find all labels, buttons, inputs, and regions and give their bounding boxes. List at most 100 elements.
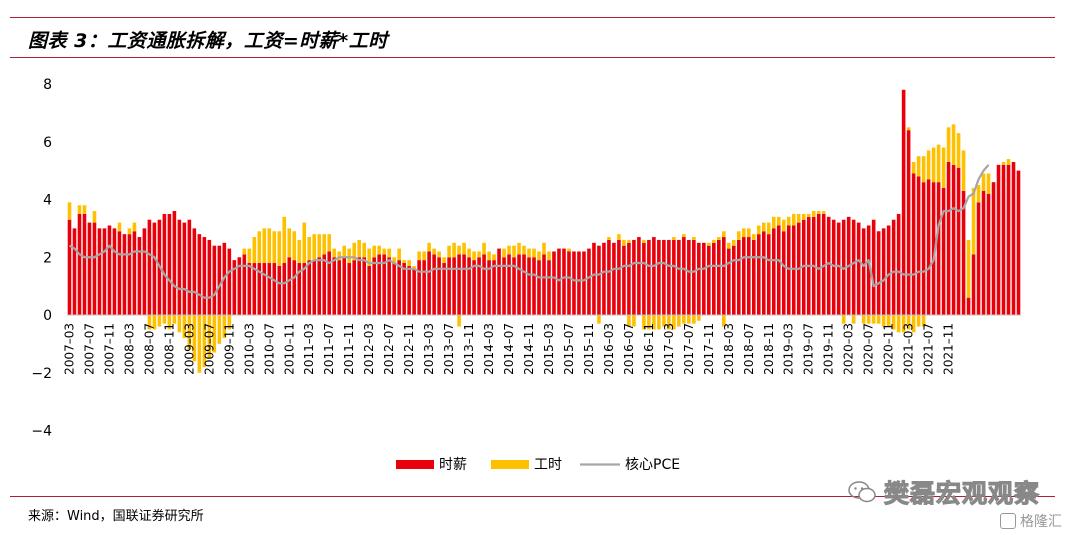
- x-axis: 2007–03 2007–07 2007–11 2008–03 2008–07 2008–…: [63, 323, 956, 375]
- bar-hours-worked: [67, 202, 72, 220]
- bar-hourly-wage: [492, 260, 496, 315]
- bar-hours-worked: [771, 216, 776, 229]
- x-tick-label: 2016–03: [602, 323, 616, 375]
- bar-hours-worked-negative: [886, 315, 891, 327]
- watermark-secondary-text: 格隆汇: [1020, 514, 1062, 530]
- bar-hourly-wage: [487, 260, 491, 315]
- bar-hours-worked: [442, 257, 446, 264]
- bar-hours-worked: [961, 150, 966, 191]
- legend: 时薪 工时 核心PCE: [396, 457, 680, 473]
- bar-hours-worked: [342, 245, 347, 258]
- bar-hours-worked-negative: [222, 315, 227, 339]
- bar-hours-worked: [627, 239, 631, 243]
- bar-hourly-wage: [82, 213, 87, 315]
- bar-hourly-wage: [946, 161, 951, 315]
- bar-hourly-wage: [372, 257, 376, 315]
- x-tick-label: 2014–07: [502, 323, 516, 375]
- bar-hourly-wage: [736, 239, 741, 315]
- bar-hourly-wage: [557, 248, 561, 315]
- bar-hours-worked: [951, 124, 956, 165]
- bar-hourly-wage: [197, 234, 202, 315]
- bar-hourly-wage: [976, 202, 981, 315]
- bar-hourly-wage: [856, 222, 861, 315]
- core-pce-polyline: [68, 164, 990, 299]
- bar-hourly-wage: [427, 251, 431, 315]
- bar-hourly-wage: [412, 268, 416, 315]
- bar-hours-worked-negative: [672, 315, 676, 330]
- x-tick-label: 2007–07: [83, 323, 97, 375]
- bar-hours-worked-negative: [722, 315, 726, 327]
- bar-hourly-wage: [322, 254, 327, 315]
- bar-hours-worked: [926, 150, 931, 180]
- bar-hours-worked-negative: [916, 315, 921, 327]
- bar-hours-worked-negative: [667, 315, 671, 330]
- bar-hours-worked-negative: [697, 315, 701, 321]
- bar-hours-worked: [756, 225, 761, 235]
- y-tick-label: −2: [31, 366, 52, 382]
- x-tick-label: 2019–03: [782, 323, 796, 375]
- x-tick-label: 2008–07: [142, 323, 156, 375]
- bar-hourly-wage: [961, 190, 966, 315]
- bar-hours-worked: [527, 248, 531, 258]
- bar-series: [67, 89, 1021, 373]
- bar-hourly-wage: [722, 237, 726, 315]
- bar-hours-worked-negative: [227, 315, 232, 330]
- bar-hourly-wage: [841, 219, 846, 315]
- bar-hours-worked: [467, 248, 471, 258]
- bar-hourly-wage: [132, 231, 137, 315]
- bar-hourly-wage: [92, 222, 97, 315]
- legend-label-hourly-wage: 时薪: [439, 457, 467, 473]
- bar-hours-worked: [736, 231, 741, 240]
- bar-hourly-wage: [881, 228, 886, 315]
- bar-hourly-wage: [876, 231, 881, 315]
- bar-hours-worked: [567, 248, 571, 252]
- bar-hourly-wage: [926, 179, 931, 315]
- y-axis: −4 −2 0 2 4 6 8: [31, 77, 52, 440]
- bar-hours-worked: [966, 239, 971, 298]
- bar-hours-worked-negative: [901, 315, 906, 333]
- bar-hourly-wage: [447, 257, 451, 315]
- bar-hourly-wage: [786, 225, 791, 315]
- bar-hours-worked: [402, 260, 406, 264]
- bar-hours-worked: [801, 213, 806, 220]
- bar-hourly-wage: [177, 219, 182, 315]
- x-tick-label: 2008–11: [162, 323, 176, 375]
- bar-hourly-wage: [417, 260, 421, 315]
- bar-hours-worked: [292, 231, 297, 261]
- bar-hourly-wage: [766, 234, 771, 315]
- bar-hourly-wage: [182, 222, 187, 315]
- bar-hourly-wage: [102, 228, 107, 315]
- bar-hourly-wage: [442, 263, 446, 315]
- y-tick-label: −4: [31, 424, 52, 440]
- bar-hours-worked: [312, 234, 317, 261]
- bottom-rule: [10, 496, 1055, 497]
- bar-hourly-wage: [242, 254, 247, 315]
- bar-hourly-wage: [452, 257, 456, 315]
- x-tick-label: 2007–03: [63, 323, 77, 375]
- bar-hours-worked: [811, 211, 816, 217]
- bar-hourly-wage: [432, 254, 436, 315]
- bar-hourly-wage: [537, 260, 541, 315]
- bar-hours-worked-negative: [177, 315, 182, 333]
- bar-hours-worked: [712, 239, 716, 243]
- bar-hourly-wage: [217, 245, 222, 315]
- bar-hours-worked-negative: [911, 315, 916, 333]
- bar-hourly-wage: [801, 219, 806, 315]
- bar-hours-worked: [337, 251, 342, 261]
- x-tick-label: 2016–07: [622, 323, 636, 375]
- bar-hours-worked-negative: [457, 315, 461, 327]
- bar-hours-worked-negative: [876, 315, 881, 324]
- y-tick-label: 2: [43, 250, 52, 266]
- bar-hourly-wage: [502, 257, 506, 315]
- bar-hours-worked: [956, 133, 961, 168]
- bar-hours-worked: [482, 242, 486, 255]
- bar-hours-worked: [447, 245, 451, 258]
- x-tick-label: 2017–11: [702, 323, 716, 375]
- bar-hourly-wage: [542, 254, 546, 315]
- legend-label-core-pce: 核心PCE: [625, 457, 680, 473]
- bar-hourly-wage: [192, 228, 197, 315]
- bar-hours-worked: [791, 213, 796, 226]
- bar-hours-worked: [487, 251, 491, 261]
- bar-hours-worked-negative: [157, 315, 162, 327]
- bar-hourly-wage: [362, 257, 366, 315]
